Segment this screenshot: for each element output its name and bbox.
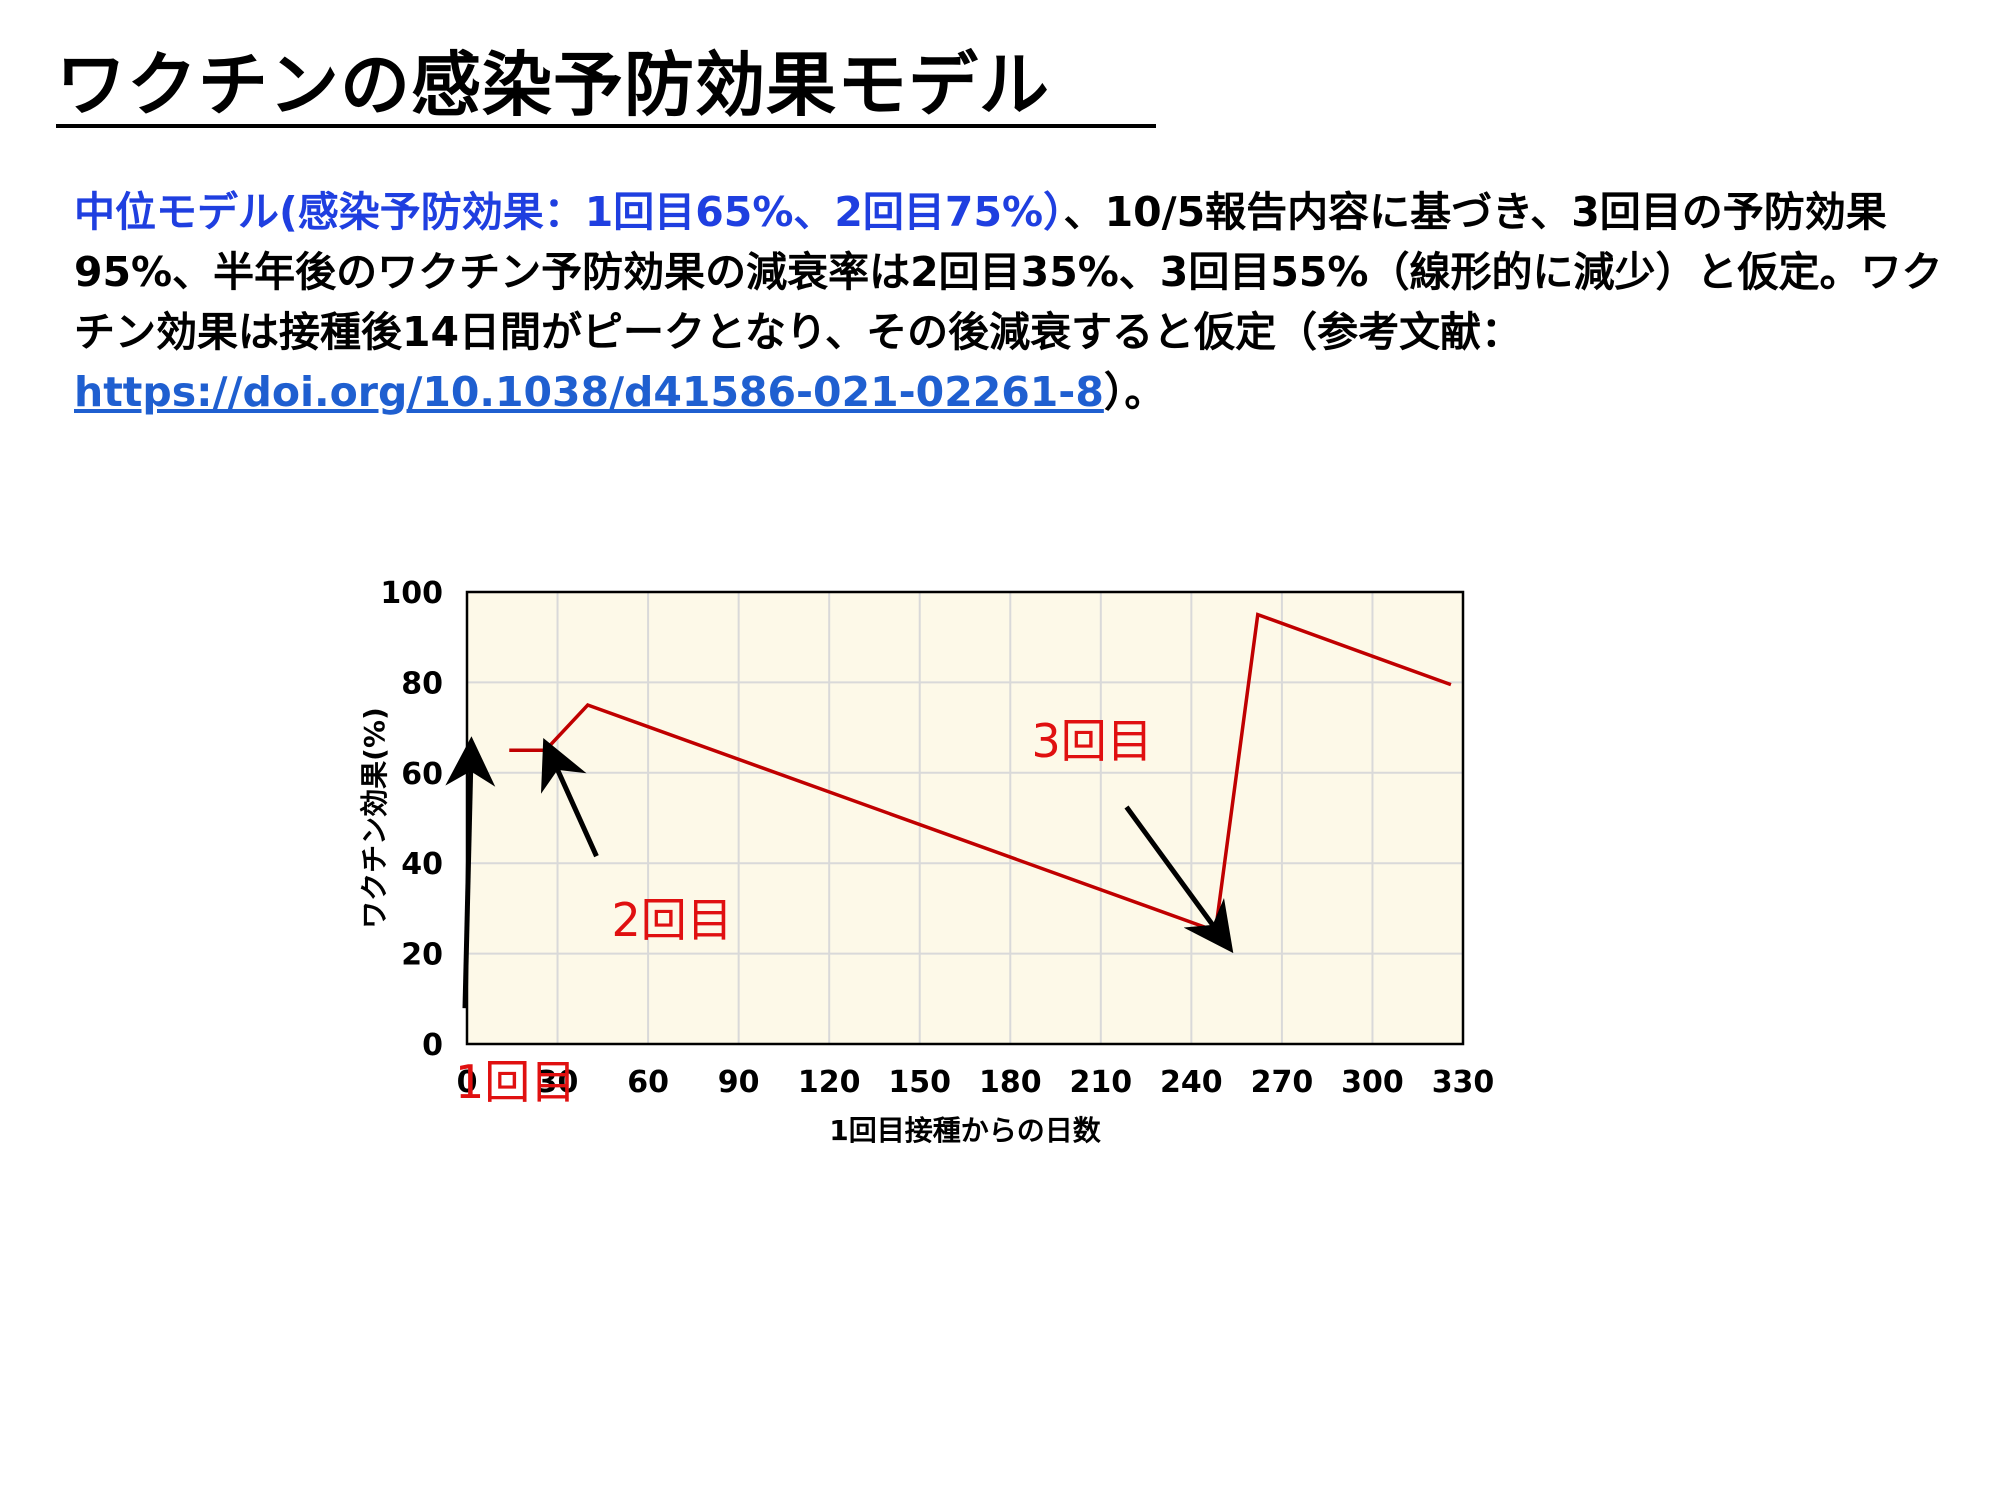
x-tick-label: 60 <box>627 1065 669 1100</box>
annotation-arrow <box>540 737 599 858</box>
annotation-label: 3回目 <box>1032 714 1153 768</box>
y-tick-label: 40 <box>401 847 443 882</box>
x-tick-label: 300 <box>1341 1065 1404 1100</box>
y-tick-label: 20 <box>401 938 443 973</box>
x-tick-label: 330 <box>1432 1065 1495 1100</box>
annotation-label: 2回目 <box>611 893 732 947</box>
annotation-arrow <box>445 736 496 1009</box>
y-axis-label: ワクチン効果(%) <box>358 707 391 929</box>
x-tick-label: 270 <box>1251 1065 1314 1100</box>
plot-area <box>467 592 1463 1044</box>
description-body: 、10/5報告内容に基づき、3回目の予防効果95%、半年後のワクチン予防効果の減… <box>74 188 1943 356</box>
annotation-arrow <box>1124 805 1234 954</box>
x-tick-label: 120 <box>798 1065 861 1100</box>
y-tick-label: 0 <box>422 1028 443 1063</box>
x-tick-label: 0 <box>457 1065 478 1100</box>
x-axis-label: 1回目接種からの日数 <box>829 1114 1101 1147</box>
plot-frame <box>465 590 1465 1046</box>
description-tail: ）。 <box>1103 368 1166 416</box>
x-tick-label: 210 <box>1070 1065 1133 1100</box>
x-tick-label: 240 <box>1160 1065 1223 1100</box>
x-tick-label: 30 <box>537 1065 579 1100</box>
effect-series-line <box>509 612 1452 934</box>
annotation-label: 1回目 <box>455 1055 576 1109</box>
x-tick-label: 90 <box>718 1065 760 1100</box>
x-tick-label: 180 <box>979 1065 1042 1100</box>
title-underline <box>56 124 1156 128</box>
reference-link[interactable]: https://doi.org/10.1038/d41586-021-02261… <box>74 368 1104 416</box>
description: 中位モデル(感染予防効果：1回目65%、2回目75%）、10/5報告内容に基づき… <box>74 182 1954 422</box>
y-tick-label: 80 <box>401 666 443 701</box>
page-title: ワクチンの感染予防効果モデル <box>56 44 1050 126</box>
y-tick-label: 100 <box>380 576 443 611</box>
x-tick-label: 150 <box>888 1065 951 1100</box>
y-tick-label: 60 <box>401 757 443 792</box>
description-highlight: 中位モデル(感染予防効果：1回目65%、2回目75%） <box>74 188 1064 236</box>
